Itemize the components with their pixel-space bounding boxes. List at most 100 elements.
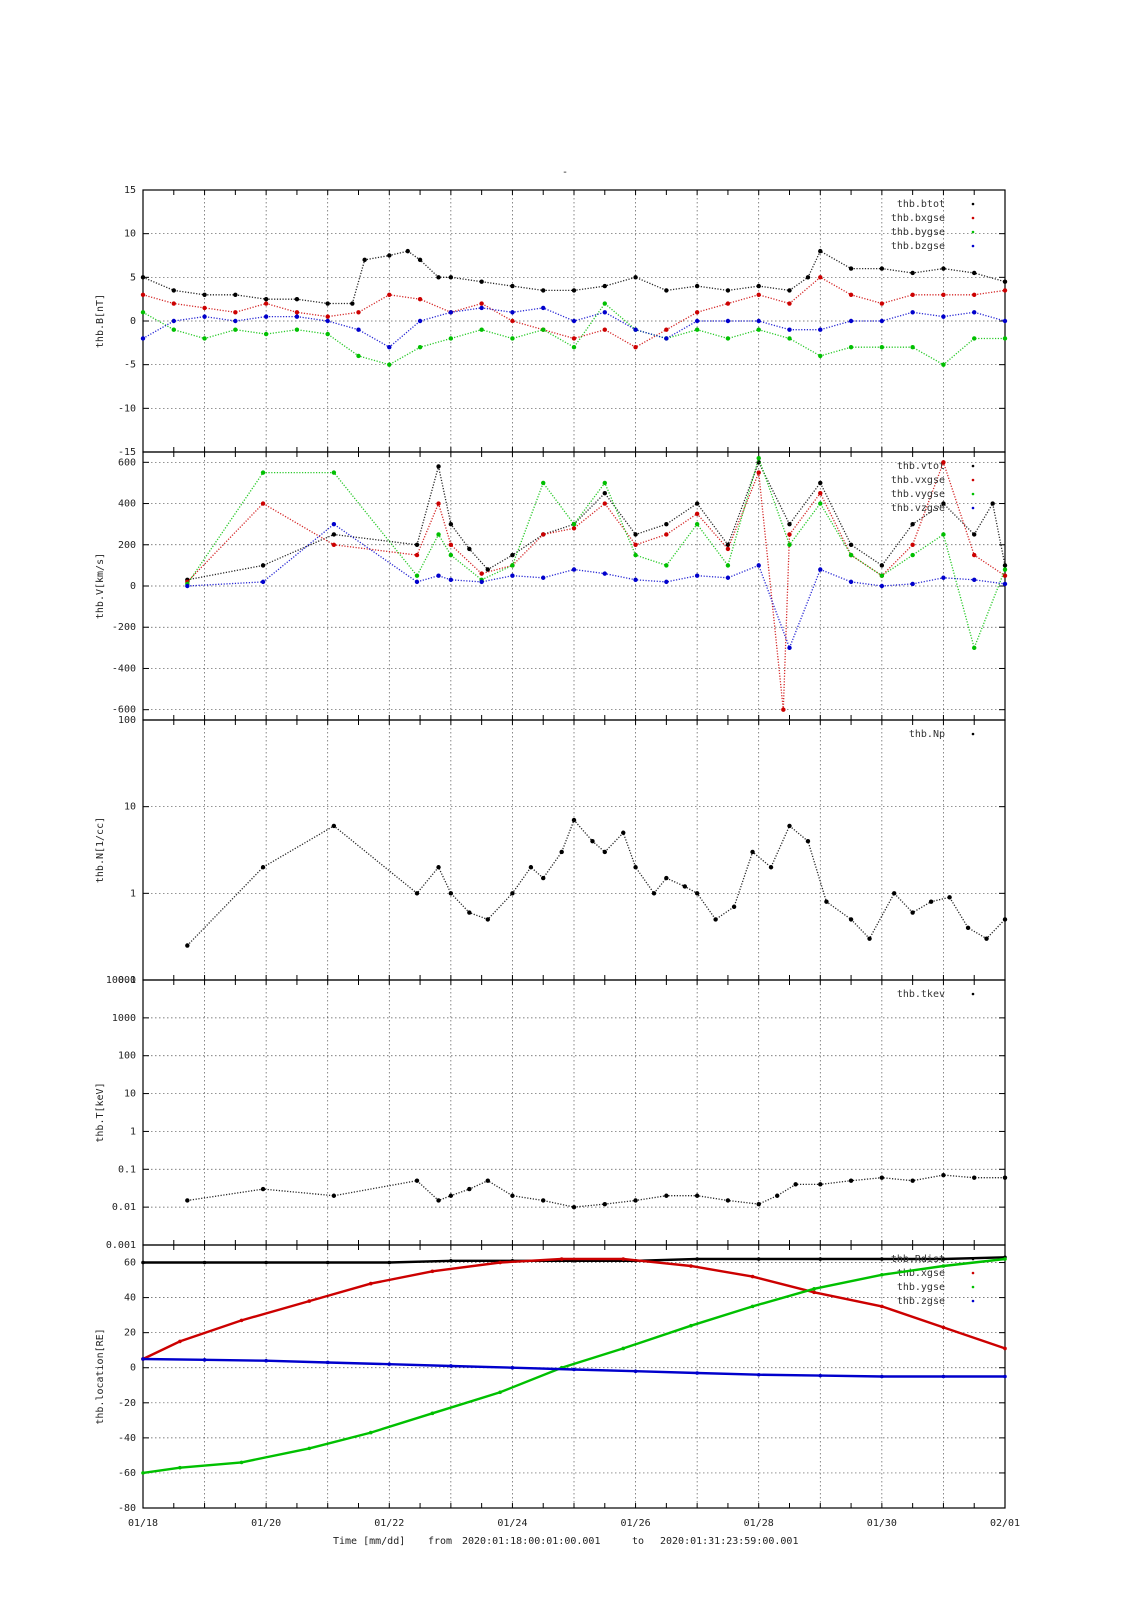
data-point: [910, 310, 915, 315]
data-point: [818, 1257, 823, 1261]
series-thb.tkev: [185, 1172, 1008, 1210]
data-point: [694, 327, 700, 332]
series-trace: [186, 456, 1006, 650]
data-point: [818, 567, 823, 572]
data-point: [633, 327, 638, 332]
data-point: [664, 521, 669, 527]
y-tick-label: -600: [112, 705, 136, 716]
data-point: [633, 542, 638, 547]
panel-5: 60 40 20 0 -20 -40 -60 -80 thb.location[RE] thb.R…: [95, 1244, 1007, 1514]
legend-marker: [971, 216, 975, 220]
series-thb.vtot: [185, 460, 1008, 583]
data-point: [756, 292, 761, 297]
data-point: [910, 1178, 915, 1183]
panel-2: 600 400 200 0 -200 -400 -600 thb.V[km/s] thb.vto…: [95, 451, 1008, 721]
data-point: [331, 521, 337, 527]
data-point: [818, 501, 823, 506]
data-point: [787, 288, 792, 293]
data-point: [694, 283, 700, 289]
data-point: [387, 292, 392, 297]
data-point: [325, 314, 330, 319]
data-point: [689, 1264, 693, 1268]
data-point: [664, 563, 669, 568]
y-tick-label: 10: [124, 229, 136, 240]
data-point: [294, 310, 300, 315]
data-point: [818, 275, 823, 280]
data-point: [430, 1269, 435, 1274]
data-point: [793, 1182, 798, 1187]
data-point: [750, 1274, 755, 1279]
data-point: [756, 563, 761, 568]
data-point: [910, 542, 915, 547]
data-point: [972, 532, 977, 537]
data-point: [972, 552, 977, 558]
data-point: [818, 353, 823, 359]
panel-3: 100 10 1 0.1 thb.N[1/cc] thb.Np: [95, 715, 1008, 986]
data-point: [910, 345, 915, 350]
data-point: [756, 327, 761, 332]
data-point: [787, 542, 792, 547]
data-point: [694, 511, 700, 517]
data-point: [541, 327, 546, 332]
series-thb.ygse: [141, 1257, 1007, 1475]
legend-label: thb.bygse: [891, 227, 945, 238]
data-point: [263, 314, 269, 319]
data-point: [202, 1358, 207, 1362]
data-point: [479, 327, 484, 332]
data-point: [695, 1371, 699, 1375]
data-point: [848, 292, 854, 297]
data-point: [1002, 567, 1008, 572]
data-point: [178, 1465, 182, 1470]
data-point: [848, 345, 854, 350]
y-tick-label: 5: [130, 272, 136, 283]
data-point: [880, 1374, 884, 1379]
data-point: [694, 891, 700, 896]
data-point: [984, 936, 989, 941]
data-point: [818, 1182, 823, 1187]
data-point: [695, 1257, 699, 1261]
data-point: [941, 1264, 946, 1268]
data-point: [479, 279, 484, 284]
y-tick-label: -60: [118, 1468, 136, 1479]
data-point: [178, 1339, 182, 1344]
data-point: [941, 575, 946, 580]
data-point: [485, 567, 490, 572]
data-point: [387, 362, 392, 367]
data-point: [264, 1260, 268, 1265]
data-point: [633, 1369, 638, 1374]
data-point: [731, 904, 737, 909]
data-point: [541, 575, 546, 580]
y-tick-label: 0: [130, 316, 136, 327]
data-point: [664, 532, 669, 537]
data-point: [510, 891, 515, 896]
data-point: [725, 563, 731, 568]
data-point: [510, 310, 515, 315]
data-point: [633, 1198, 638, 1203]
data-point: [260, 501, 266, 506]
data-point: [331, 1193, 337, 1198]
data-point: [369, 1430, 373, 1435]
footer-line: Time [mm/dd] from 2020:01:18:00:01:00.00…: [333, 1536, 798, 1547]
data-point: [510, 1193, 515, 1198]
data-point: [972, 577, 977, 583]
data-point: [941, 1172, 946, 1178]
data-point: [325, 318, 330, 324]
y-axis-label: thb.B[nT]: [95, 294, 106, 348]
data-point: [559, 849, 564, 855]
legend-marker: [971, 1257, 975, 1261]
y-tick-label: 10: [124, 1089, 136, 1100]
footer-time-label: Time [mm/dd]: [333, 1536, 405, 1547]
data-point: [621, 830, 626, 835]
data-point: [805, 275, 811, 280]
data-point: [331, 542, 337, 547]
data-point: [185, 943, 190, 948]
data-point: [430, 1411, 435, 1416]
data-point: [941, 1374, 946, 1379]
data-point: [879, 301, 885, 306]
data-point: [202, 1260, 207, 1265]
data-point: [202, 305, 207, 311]
legend-marker: [971, 492, 975, 496]
data-point: [571, 1204, 577, 1210]
legend-marker: [971, 1271, 975, 1275]
data-point: [891, 891, 897, 896]
